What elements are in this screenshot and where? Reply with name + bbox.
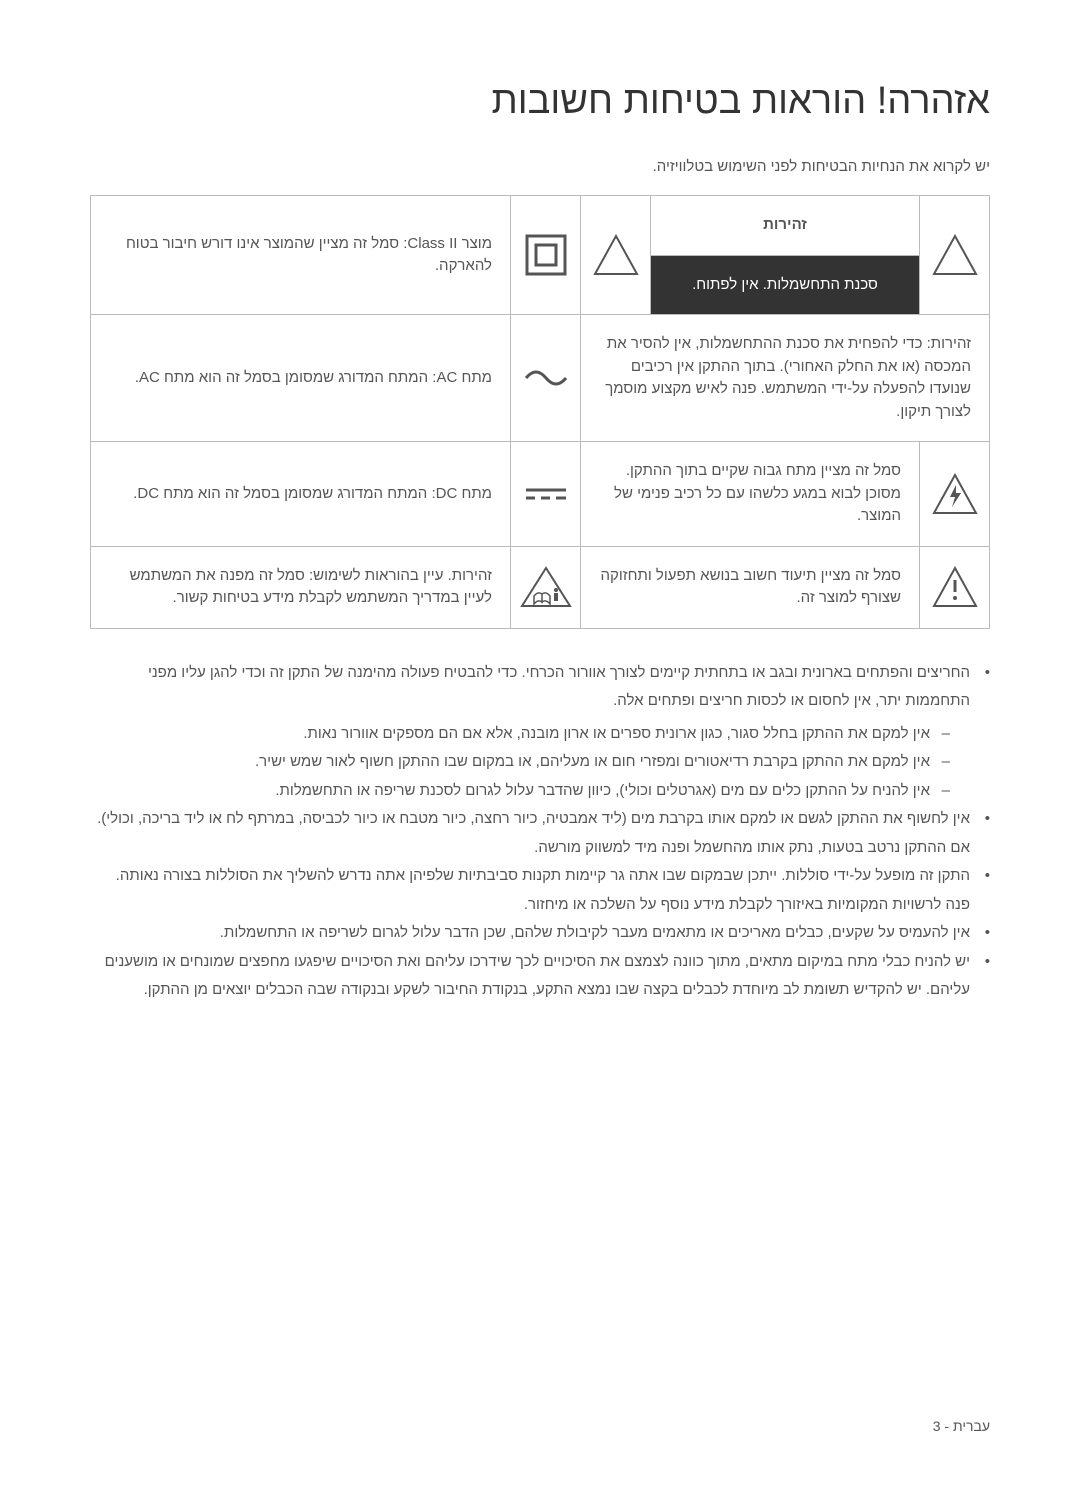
page-footer: עברית - 3	[933, 1418, 990, 1434]
bullet-2: אין לחשוף את ההתקן לגשם או למקם אותו בקר…	[90, 805, 990, 862]
doc-text: סמל זה מציין תיעוד חשוב בנושא תפעול ותחז…	[581, 546, 920, 628]
class2-text: מוצר Class II: סמל זה מציין שהמוצר אינו …	[91, 196, 511, 315]
hv-text: סמל זה מציין מתח גבוה שקיים בתוך ההתקן. …	[581, 442, 920, 547]
dc-icon	[511, 442, 581, 547]
manual-text: זהירות. עיין בהוראות לשימוש: סמל זה מפנה…	[91, 546, 511, 628]
caution-header: זהירות	[651, 196, 920, 256]
safety-table: זהירות מוצר Class II: סמל זה מציין שהמוצ…	[90, 195, 990, 629]
ac-text: מתח AC: המתח המדורג שמסומן בסמל זה הוא מ…	[91, 315, 511, 442]
manual-icon	[511, 546, 581, 628]
icon-caution-triangle-2	[581, 196, 651, 315]
page-title: אזהרה! הוראות בטיחות חשובות	[90, 80, 990, 123]
intro-text: יש לקרוא את הנחיות הבטיחות לפני השימוש ב…	[90, 158, 990, 175]
sub-3: אין להניח על ההתקן כלים עם מים (אגרטלים …	[90, 777, 970, 806]
class2-icon	[511, 196, 581, 315]
sub-1: אין למקם את ההתקן בחלל סגור, כגון ארונית…	[90, 720, 970, 749]
bullet-3: התקן זה מופעל על-ידי סוללות. ייתכן שבמקו…	[90, 862, 990, 919]
doc-icon	[920, 546, 990, 628]
dc-text: מתח DC: המתח המדורג שמסומן בסמל זה הוא מ…	[91, 442, 511, 547]
bullet-4: אין להעמיס על שקעים, כבלים מאריכים או מת…	[90, 919, 990, 948]
sub-2: אין למקם את ההתקן בקרבת רדיאטורים ומפזרי…	[90, 748, 970, 777]
ac-icon	[511, 315, 581, 442]
icon-caution-triangle	[920, 196, 990, 315]
bullet-5: יש להניח כבלי מתח במיקום מתאים, מתוך כוו…	[90, 948, 990, 1005]
bullet-1: החריצים והפתחים בארונית ובגב או בתחתית ק…	[90, 659, 990, 806]
shock-warning: סכנת התחשמלות. אין לפתוח.	[651, 255, 920, 315]
safety-list: החריצים והפתחים בארונית ובגב או בתחתית ק…	[90, 659, 990, 1005]
hv-icon	[920, 442, 990, 547]
caution-detail: זהירות: כדי להפחית את סכנת ההתחשמלות, אי…	[581, 315, 990, 442]
